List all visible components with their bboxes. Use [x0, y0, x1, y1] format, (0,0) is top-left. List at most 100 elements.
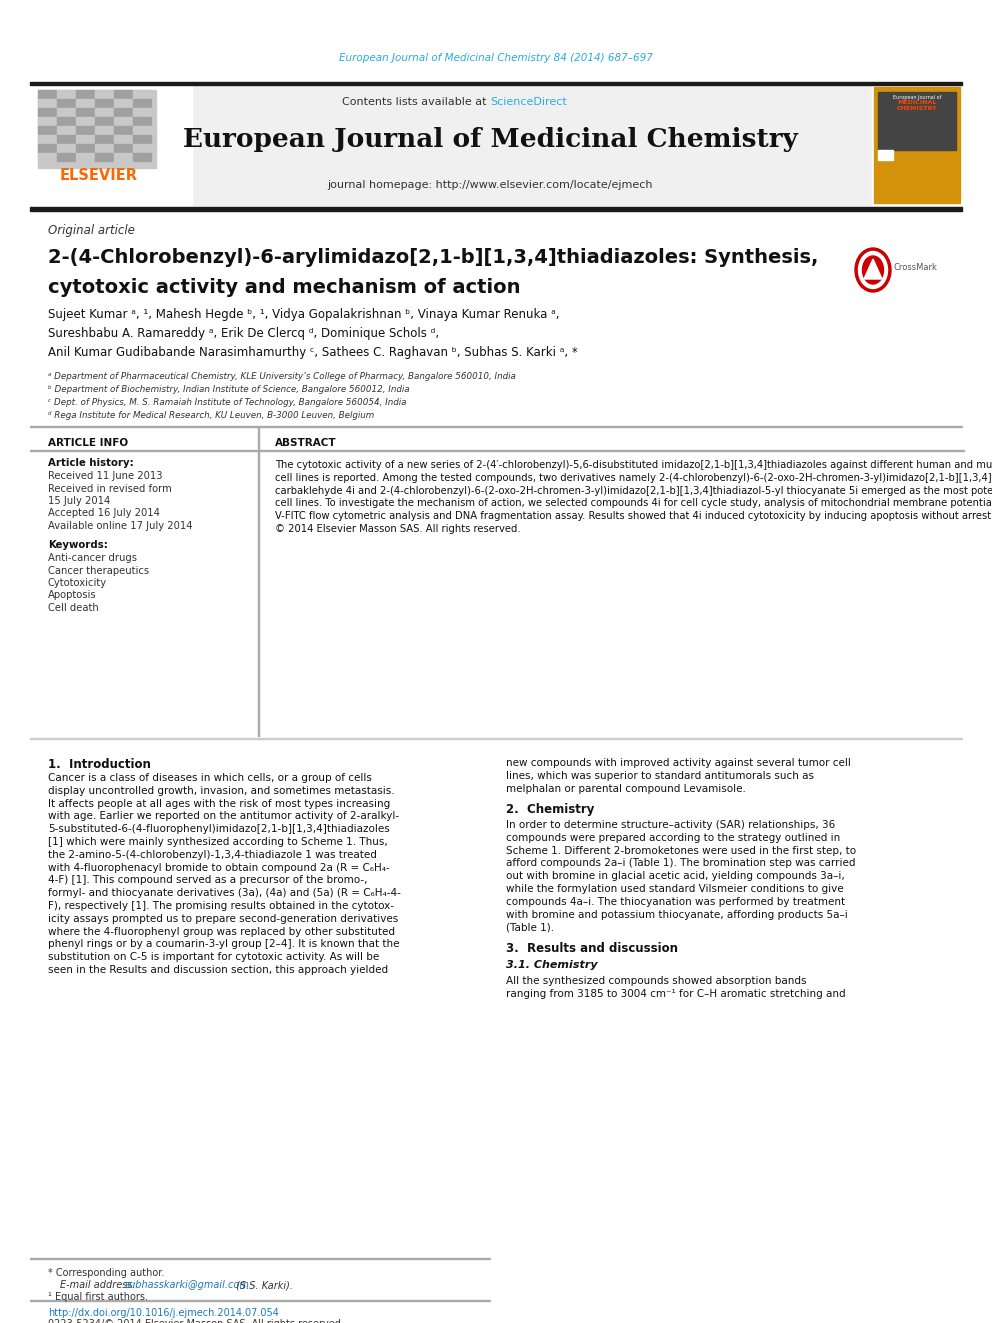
Bar: [114, 135, 132, 143]
Text: journal homepage: http://www.elsevier.com/locate/ejmech: journal homepage: http://www.elsevier.co…: [327, 180, 653, 191]
Text: In order to determine structure–activity (SAR) relationships, 36: In order to determine structure–activity…: [506, 820, 835, 830]
Text: ranging from 3185 to 3004 cm⁻¹ for C–H aromatic stretching and: ranging from 3185 to 3004 cm⁻¹ for C–H a…: [506, 988, 845, 999]
Text: Apoptosis: Apoptosis: [48, 590, 96, 601]
Text: V-FITC flow cytometric analysis and DNA fragmentation assay. Results showed that: V-FITC flow cytometric analysis and DNA …: [275, 511, 992, 521]
Bar: [95, 116, 113, 124]
Text: 3.  Results and discussion: 3. Results and discussion: [506, 942, 678, 955]
Text: Sujeet Kumar ᵃ, ¹, Mahesh Hegde ᵇ, ¹, Vidya Gopalakrishnan ᵇ, Vinaya Kumar Renuk: Sujeet Kumar ᵃ, ¹, Mahesh Hegde ᵇ, ¹, Vi…: [48, 308, 559, 321]
Bar: [38, 90, 56, 98]
Bar: [38, 126, 56, 134]
Text: ᵈ Rega Institute for Medical Research, KU Leuven, B-3000 Leuven, Belgium: ᵈ Rega Institute for Medical Research, K…: [48, 411, 374, 419]
Text: formyl- and thiocyanate derivatives (3a), (4a) and (5a) (R = C₆H₄-4-: formyl- and thiocyanate derivatives (3a)…: [48, 888, 401, 898]
Text: Anti-cancer drugs: Anti-cancer drugs: [48, 553, 137, 564]
Text: afford compounds 2a–i (Table 1). The bromination step was carried: afford compounds 2a–i (Table 1). The bro…: [506, 859, 855, 868]
Text: ABSTRACT: ABSTRACT: [275, 438, 336, 448]
Text: with 4-fluorophenacyl bromide to obtain compound 2a (R = C₆H₄-: with 4-fluorophenacyl bromide to obtain …: [48, 863, 390, 873]
Bar: [30, 85, 192, 205]
Text: 1.  Introduction: 1. Introduction: [48, 758, 151, 771]
Text: The cytotoxic activity of a new series of 2-(4′-chlorobenzyl)-5,6-disubstituted : The cytotoxic activity of a new series o…: [275, 460, 992, 470]
Text: (Table 1).: (Table 1).: [506, 922, 555, 933]
Text: Received in revised form: Received in revised form: [48, 483, 172, 493]
Ellipse shape: [855, 247, 891, 292]
Bar: [38, 116, 56, 124]
Text: subhasskarki@gmail.com: subhasskarki@gmail.com: [125, 1279, 250, 1290]
Bar: [114, 108, 132, 116]
Bar: [114, 144, 132, 152]
Text: lines, which was superior to standard antitumorals such as: lines, which was superior to standard an…: [506, 771, 814, 781]
Text: ¹ Equal first authors.: ¹ Equal first authors.: [48, 1293, 148, 1302]
Text: CHEMISTRY: CHEMISTRY: [897, 106, 937, 111]
Bar: [95, 144, 113, 152]
Bar: [133, 116, 151, 124]
Text: the 2-amino-5-(4-chlorobenzyl)-1,3,4-thiadiazole 1 was treated: the 2-amino-5-(4-chlorobenzyl)-1,3,4-thi…: [48, 849, 377, 860]
Text: compounds were prepared according to the strategy outlined in: compounds were prepared according to the…: [506, 832, 840, 843]
Text: Original article: Original article: [48, 224, 135, 237]
Text: where the 4-fluorophenyl group was replaced by other substituted: where the 4-fluorophenyl group was repla…: [48, 926, 395, 937]
Bar: [114, 116, 132, 124]
Text: European Journal of: European Journal of: [893, 95, 941, 101]
Bar: [38, 135, 56, 143]
Text: ARTICLE INFO: ARTICLE INFO: [48, 438, 128, 448]
Bar: [133, 90, 151, 98]
Text: Keywords:: Keywords:: [48, 540, 108, 550]
Text: Cell death: Cell death: [48, 603, 99, 613]
Text: icity assays prompted us to prepare second-generation derivatives: icity assays prompted us to prepare seco…: [48, 914, 398, 923]
Bar: [114, 99, 132, 107]
Bar: [57, 99, 75, 107]
Text: ScienceDirect: ScienceDirect: [490, 97, 566, 107]
Text: Accepted 16 July 2014: Accepted 16 July 2014: [48, 508, 160, 519]
Text: Sureshbabu A. Ramareddy ᵃ, Erik De Clercq ᵈ, Dominique Schols ᵈ,: Sureshbabu A. Ramareddy ᵃ, Erik De Clerc…: [48, 327, 439, 340]
Text: F), respectively [1]. The promising results obtained in the cytotox-: F), respectively [1]. The promising resu…: [48, 901, 394, 912]
Text: All the synthesized compounds showed absorption bands: All the synthesized compounds showed abs…: [506, 976, 806, 986]
Bar: [878, 149, 893, 160]
Text: 3.1. Chemistry: 3.1. Chemistry: [506, 960, 597, 970]
Bar: [114, 153, 132, 161]
Bar: [133, 144, 151, 152]
Bar: [95, 126, 113, 134]
Text: ᵃ Department of Pharmaceutical Chemistry, KLE University’s College of Pharmacy, : ᵃ Department of Pharmaceutical Chemistry…: [48, 372, 516, 381]
Bar: [38, 153, 56, 161]
Text: ELSEVIER: ELSEVIER: [60, 168, 138, 183]
Bar: [57, 144, 75, 152]
Text: new compounds with improved activity against several tumor cell: new compounds with improved activity aga…: [506, 758, 851, 767]
Bar: [76, 126, 94, 134]
Text: (S.S. Karki).: (S.S. Karki).: [233, 1279, 293, 1290]
Text: compounds 4a–i. The thiocyanation was performed by treatment: compounds 4a–i. The thiocyanation was pe…: [506, 897, 845, 906]
Text: 2-(4-Chlorobenzyl)-6-arylimidazo[2,1-b][1,3,4]thiadiazoles: Synthesis,: 2-(4-Chlorobenzyl)-6-arylimidazo[2,1-b][…: [48, 247, 818, 267]
Bar: [95, 135, 113, 143]
Text: MEDICINAL: MEDICINAL: [898, 101, 936, 105]
Text: Anil Kumar Gudibabande Narasimhamurthy ᶜ, Sathees C. Raghavan ᵇ, Subhas S. Karki: Anil Kumar Gudibabande Narasimhamurthy ᶜ…: [48, 347, 577, 359]
Bar: [878, 93, 956, 149]
Text: cell lines. To investigate the mechanism of action, we selected compounds 4i for: cell lines. To investigate the mechanism…: [275, 499, 992, 508]
Bar: [76, 144, 94, 152]
Bar: [76, 116, 94, 124]
Bar: [76, 153, 94, 161]
Text: Available online 17 July 2014: Available online 17 July 2014: [48, 521, 192, 531]
Text: while the formylation used standard Vilsmeier conditions to give: while the formylation used standard Vils…: [506, 884, 843, 894]
Text: European Journal of Medicinal Chemistry: European Journal of Medicinal Chemistry: [183, 127, 798, 152]
Bar: [38, 99, 56, 107]
Bar: [114, 90, 132, 98]
Bar: [95, 153, 113, 161]
Text: Cancer is a class of diseases in which cells, or a group of cells: Cancer is a class of diseases in which c…: [48, 773, 372, 783]
Bar: [95, 99, 113, 107]
Text: [1] which were mainly synthesized according to Scheme 1. Thus,: [1] which were mainly synthesized accord…: [48, 837, 388, 847]
Bar: [133, 108, 151, 116]
Bar: [76, 99, 94, 107]
Bar: [76, 90, 94, 98]
Text: Scheme 1. Different 2-bromoketones were used in the first step, to: Scheme 1. Different 2-bromoketones were …: [506, 845, 856, 856]
Text: © 2014 Elsevier Masson SAS. All rights reserved.: © 2014 Elsevier Masson SAS. All rights r…: [275, 524, 521, 534]
Ellipse shape: [858, 251, 888, 288]
Text: Cytotoxicity: Cytotoxicity: [48, 578, 107, 587]
Bar: [57, 135, 75, 143]
Text: ᵇ Department of Biochemistry, Indian Institute of Science, Bangalore 560012, Ind: ᵇ Department of Biochemistry, Indian Ins…: [48, 385, 410, 394]
Bar: [872, 85, 962, 205]
Bar: [38, 108, 56, 116]
Text: 0223-5234/© 2014 Elsevier Masson SAS. All rights reserved.: 0223-5234/© 2014 Elsevier Masson SAS. Al…: [48, 1319, 344, 1323]
Text: Contents lists available at: Contents lists available at: [342, 97, 490, 107]
Text: out with bromine in glacial acetic acid, yielding compounds 3a–i,: out with bromine in glacial acetic acid,…: [506, 872, 845, 881]
Bar: [30, 206, 962, 210]
Text: cytotoxic activity and mechanism of action: cytotoxic activity and mechanism of acti…: [48, 278, 521, 296]
Text: 4-F) [1]. This compound served as a precursor of the bromo-,: 4-F) [1]. This compound served as a prec…: [48, 876, 367, 885]
Bar: [95, 108, 113, 116]
